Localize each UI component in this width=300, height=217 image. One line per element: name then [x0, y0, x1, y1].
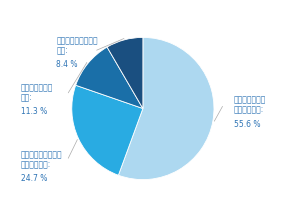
Text: プロフェッショナル
プリント事業:: プロフェッショナル プリント事業:: [21, 150, 62, 169]
Wedge shape: [72, 85, 143, 175]
Wedge shape: [107, 37, 143, 108]
Text: 24.7 %: 24.7 %: [21, 174, 47, 183]
Wedge shape: [76, 47, 143, 108]
Text: インダストリー
事業:: インダストリー 事業:: [21, 83, 53, 103]
Text: 11.3 %: 11.3 %: [21, 107, 47, 116]
Text: 55.6 %: 55.6 %: [234, 120, 260, 129]
Text: 8.4 %: 8.4 %: [56, 60, 78, 69]
Text: 画像ソリューション
事業:: 画像ソリューション 事業:: [56, 36, 98, 56]
Text: デジタルワーク
プレイス事業:: デジタルワーク プレイス事業:: [234, 95, 266, 115]
Wedge shape: [118, 37, 214, 180]
